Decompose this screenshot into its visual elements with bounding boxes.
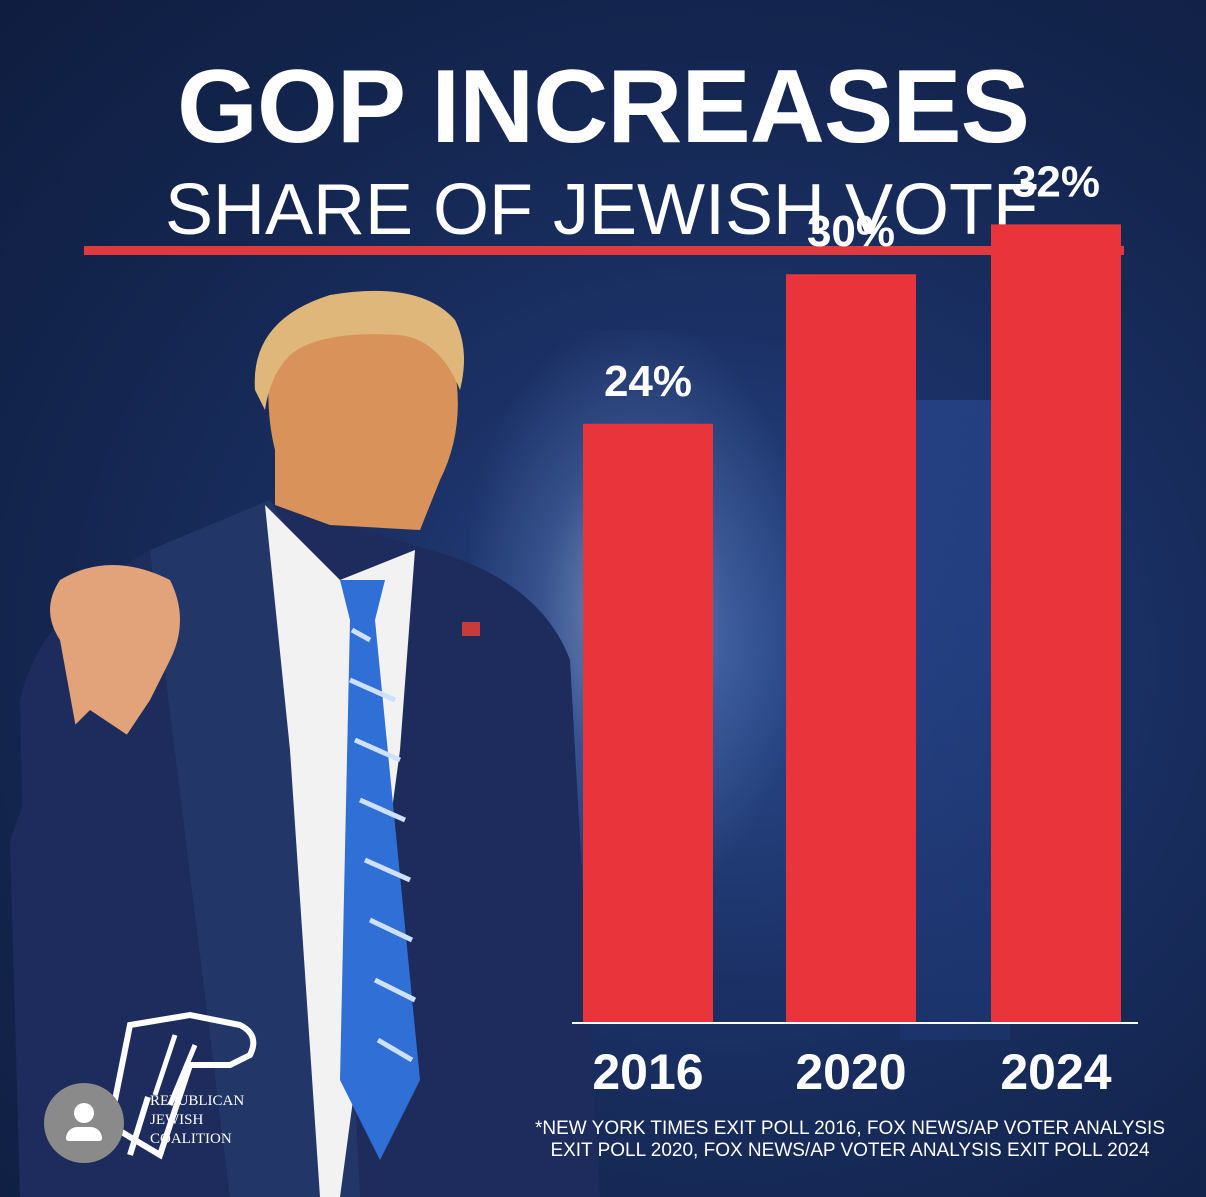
logo-line-2: JEWISH	[150, 1112, 204, 1128]
footnote-line-2: EXIT POLL 2020, FOX NEWS/AP VOTER ANALYS…	[550, 1140, 1150, 1161]
avatar-head	[74, 1103, 94, 1123]
logo-text: REPUBLICAN JEWISH COALITION	[150, 1092, 244, 1149]
footnote-line-1: *NEW YORK TIMES EXIT POLL 2016, FOX NEWS…	[534, 1118, 1166, 1139]
value-label-2020: 30%	[807, 207, 895, 256]
user-avatar-icon[interactable]	[44, 1083, 124, 1163]
value-label-2024: 32%	[1012, 157, 1100, 206]
bar-2020	[786, 274, 916, 1022]
logo-line-3: COALITION	[150, 1131, 232, 1147]
source-footnote: *NEW YORK TIMES EXIT POLL 2016, FOX NEWS…	[500, 1118, 1200, 1162]
chart-title: GOP INCREASES	[177, 49, 1030, 165]
avatar-body	[66, 1127, 102, 1141]
x-tick-2016: 2016	[592, 1044, 703, 1100]
speaker-photo	[10, 290, 600, 1197]
eagle-logo-icon	[106, 1011, 257, 1160]
bar-2016	[583, 423, 713, 1022]
x-tick-2024: 2024	[1000, 1044, 1111, 1100]
logo-line-1: REPUBLICAN	[150, 1093, 245, 1109]
x-tick-2020: 2020	[795, 1044, 906, 1100]
value-label-2016: 24%	[604, 357, 692, 406]
chart-subtitle: SHARE OF JEWISH VOTE	[164, 170, 1042, 250]
bar-2024	[991, 224, 1121, 1023]
title-underline	[84, 246, 1124, 255]
